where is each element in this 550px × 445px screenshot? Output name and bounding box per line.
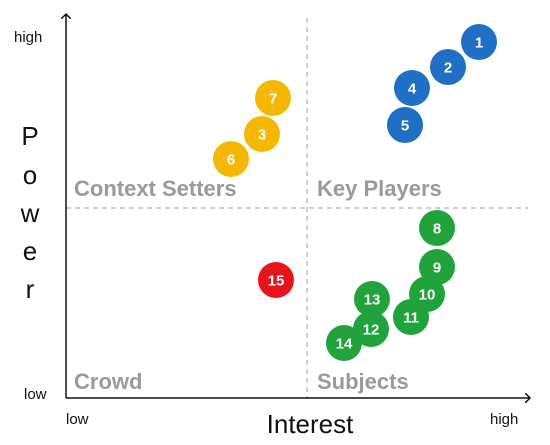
stakeholder-number: 7 bbox=[269, 91, 277, 108]
stakeholder-number: 5 bbox=[401, 118, 409, 135]
y-axis-high-label: high bbox=[14, 29, 42, 46]
stakeholder-number: 15 bbox=[268, 273, 285, 290]
y-axis-title-letter: o bbox=[23, 160, 37, 190]
stakeholder-number: 6 bbox=[227, 152, 235, 169]
stakeholder-number: 12 bbox=[363, 322, 380, 339]
stakeholder-circle bbox=[461, 24, 497, 60]
x-axis-low-label: low bbox=[66, 411, 89, 428]
x-axis-high-label: high bbox=[490, 411, 518, 428]
stakeholder-circle bbox=[430, 49, 466, 85]
stakeholder-marker: 3 bbox=[244, 116, 280, 152]
stakeholder-circle bbox=[387, 107, 423, 143]
stakeholder-marker: 2 bbox=[430, 49, 466, 85]
quadrant-label-context-setters: Context Setters bbox=[74, 176, 237, 201]
stakeholder-number: 8 bbox=[433, 221, 441, 238]
stakeholder-marker: 13 bbox=[354, 281, 390, 317]
stakeholder-circle bbox=[213, 141, 249, 177]
quadrant-label-subjects: Subjects bbox=[317, 369, 409, 394]
x-axis-title: Interest bbox=[267, 409, 354, 439]
stakeholder-circle bbox=[244, 116, 280, 152]
y-axis-title-letter: r bbox=[26, 274, 35, 304]
stakeholder-number: 9 bbox=[433, 260, 441, 277]
stakeholder-circle bbox=[393, 299, 429, 335]
stakeholder-circle bbox=[354, 281, 390, 317]
quadrant-label-key-players: Key Players bbox=[317, 176, 442, 201]
stakeholder-number: 11 bbox=[403, 310, 419, 327]
stakeholder-marker: 4 bbox=[394, 70, 430, 106]
stakeholder-number: 4 bbox=[408, 81, 417, 98]
stakeholder-circle bbox=[419, 210, 455, 246]
stakeholder-marker: 12 bbox=[353, 311, 389, 347]
stakeholder-marker: 11 bbox=[393, 299, 429, 335]
stakeholder-marker: 1 bbox=[461, 24, 497, 60]
stakeholder-marker: 15 bbox=[258, 262, 294, 298]
stakeholder-circle bbox=[258, 262, 294, 298]
stakeholder-circle bbox=[394, 70, 430, 106]
stakeholder-circle bbox=[326, 325, 362, 361]
stakeholder-marker: 6 bbox=[213, 141, 249, 177]
y-axis-title-letter: e bbox=[23, 236, 37, 266]
stakeholder-number: 14 bbox=[336, 336, 353, 353]
stakeholder-marker: 5 bbox=[387, 107, 423, 143]
stakeholder-marker: 14 bbox=[326, 325, 362, 361]
quadrant-label-crowd: Crowd bbox=[74, 369, 142, 394]
stakeholder-circle bbox=[353, 311, 389, 347]
stakeholder-marker: 8 bbox=[419, 210, 455, 246]
stakeholder-number: 10 bbox=[419, 287, 436, 304]
stakeholder-number: 1 bbox=[475, 35, 483, 52]
y-axis-title-letter: w bbox=[20, 198, 40, 228]
stakeholder-marker: 9 bbox=[419, 249, 455, 285]
stakeholder-circle bbox=[255, 80, 291, 116]
y-axis-title-letter: P bbox=[21, 121, 38, 151]
y-axis-low-label: low bbox=[24, 386, 47, 403]
stakeholder-number: 2 bbox=[444, 60, 452, 77]
stakeholder-number: 13 bbox=[364, 292, 381, 309]
y-axis-title: P o w e r bbox=[20, 121, 40, 304]
stakeholder-number: 3 bbox=[258, 127, 266, 144]
stakeholder-marker: 7 bbox=[255, 80, 291, 116]
stakeholder-circle bbox=[419, 249, 455, 285]
